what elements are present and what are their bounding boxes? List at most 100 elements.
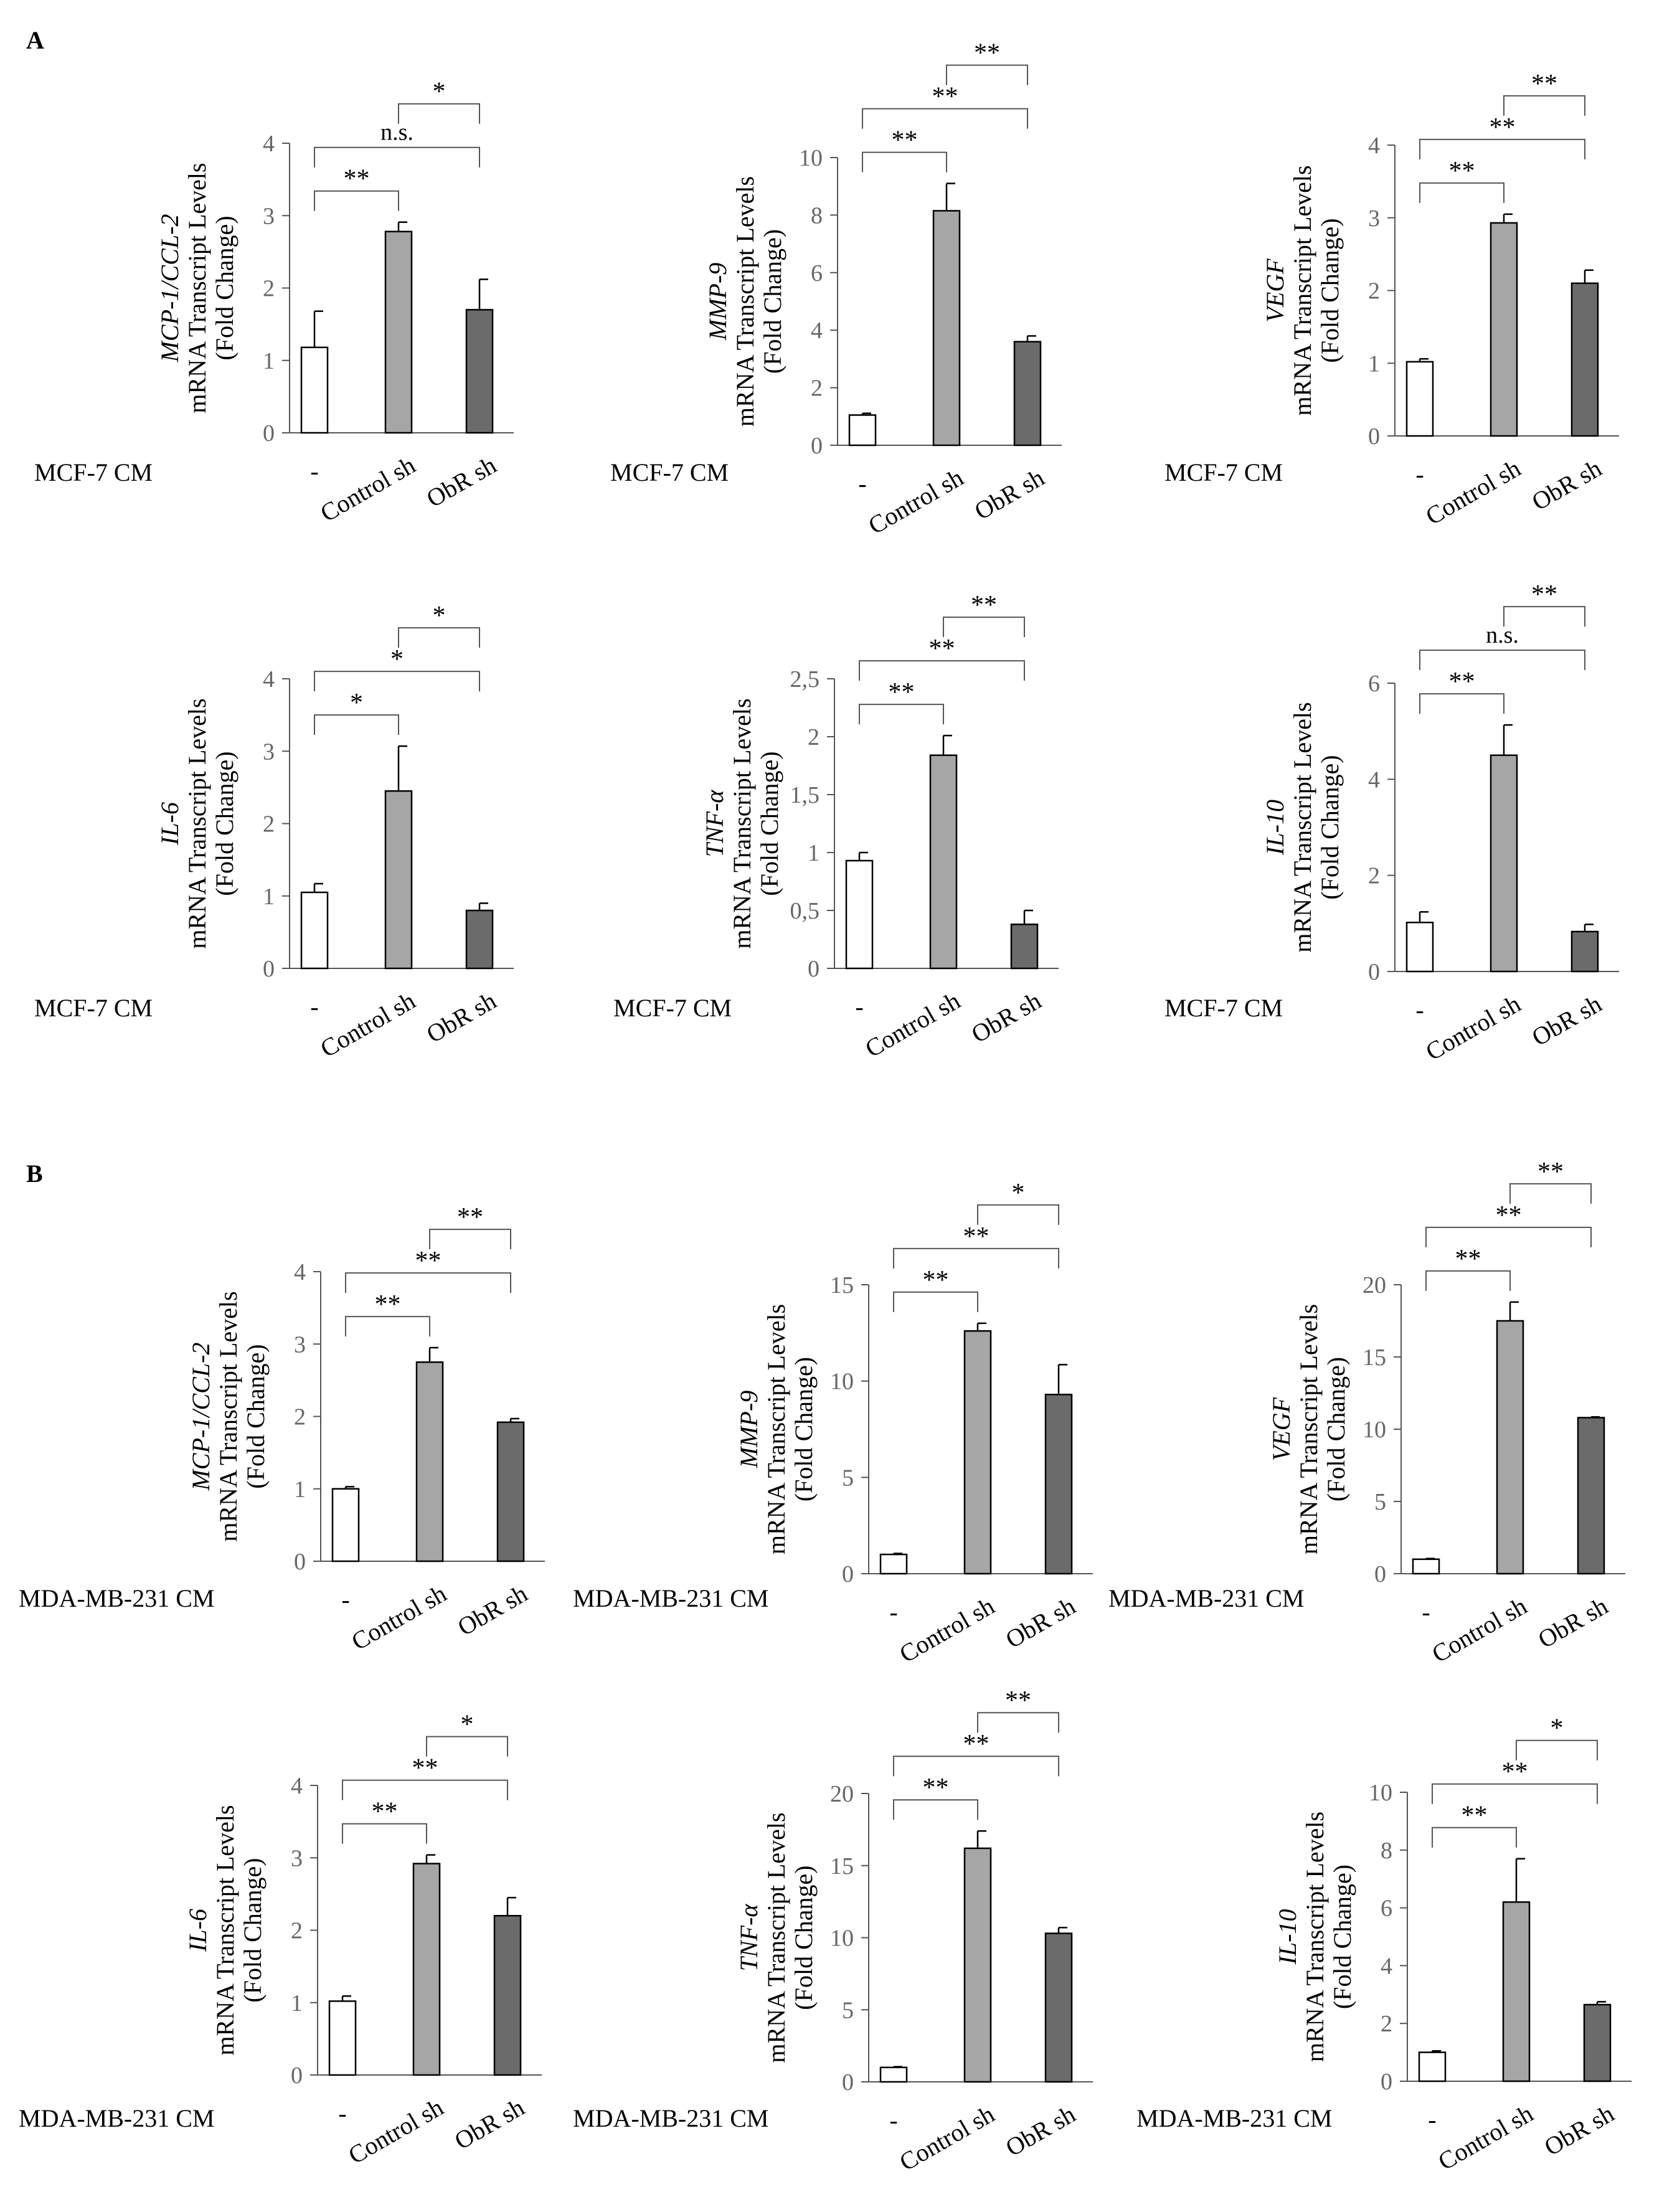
category-label: -	[1422, 1598, 1430, 1626]
significance-label: **	[971, 591, 997, 620]
significance-bracket	[893, 1799, 978, 1820]
category-label: Control sh	[864, 463, 968, 540]
significance-label: **	[929, 635, 955, 663]
bar-3	[496, 1421, 525, 1562]
y-tick-label: 2	[808, 724, 819, 750]
y-axis-title: MMP-9 mRNA Transcript Levels (Fold Change)	[704, 176, 786, 427]
category-label: Control sh	[861, 986, 965, 1063]
bar-1	[300, 346, 329, 434]
significance-bracket	[862, 108, 1028, 129]
panel-label-b: B	[26, 1160, 43, 1188]
significance-label: n.s.	[380, 120, 413, 146]
y-tick-label: 4	[294, 1259, 306, 1285]
significance-label: **	[457, 1203, 483, 1232]
y-tick-label: 2	[1381, 2011, 1392, 2037]
significance-bracket	[1419, 650, 1585, 671]
bar-3	[1583, 2003, 1612, 2082]
treatment-label: MDA-MB-231 CM	[1136, 2104, 1332, 2132]
category-label: -	[341, 1586, 349, 1614]
y-axis-title: IL-10 mRNA Transcript Levels (Fold Change)	[1273, 1812, 1356, 2062]
y-axis-gene-label: MMP-9	[735, 1391, 763, 1468]
category-label: Control sh	[895, 1592, 999, 1668]
significance-label: **	[344, 165, 370, 194]
category-label: Control sh	[347, 1579, 451, 1656]
y-axis-unit-label: (Fold Change)	[790, 1865, 818, 2010]
significance-bracket	[1419, 138, 1585, 159]
significance-bracket	[977, 1712, 1059, 1733]
category-label: ObR sh	[1533, 1592, 1612, 1654]
y-tick-label: 1,5	[790, 782, 820, 808]
y-axis-title: VEGF mRNA Transcript Levels (Fold Change)	[1267, 1304, 1350, 1554]
y-tick-label: 20	[1363, 1272, 1386, 1298]
bar-1	[1412, 1558, 1440, 1575]
significance-label: *	[390, 645, 404, 674]
bar-2	[963, 1330, 992, 1575]
y-tick-label: 1	[294, 1477, 306, 1503]
significance-bracket	[862, 151, 947, 173]
bar-2	[384, 230, 413, 434]
y-axis-title: IL-6 mRNA Transcript Levels (Fold Change)	[184, 1805, 267, 2055]
y-tick-label: 5	[842, 1997, 854, 2023]
significance-bracket	[1509, 1183, 1592, 1204]
category-label: ObR sh	[1001, 2100, 1080, 2162]
significance-bracket	[1425, 1226, 1592, 1247]
significance-bracket	[1432, 1783, 1598, 1804]
panel-label-a: A	[26, 26, 44, 54]
significance-bracket	[893, 1291, 978, 1312]
category-label: ObR sh	[970, 463, 1049, 526]
category-label: -	[855, 993, 863, 1021]
significance-bracket	[859, 660, 1025, 681]
y-axis-label: mRNA Transcript Levels	[183, 698, 211, 948]
significance-bracket	[1516, 1739, 1598, 1761]
category-label: Control sh	[1427, 1592, 1532, 1668]
bar-1	[879, 1553, 908, 1575]
significance-label: *	[461, 1711, 474, 1739]
category-label: -	[858, 470, 866, 498]
significance-bracket	[314, 146, 480, 168]
treatment-label: MCF-7 CM	[1164, 458, 1283, 486]
category-label: -	[310, 457, 318, 485]
significance-label: **	[1449, 668, 1475, 696]
bar-2	[929, 754, 958, 970]
significance-label: **	[1496, 1201, 1522, 1230]
category-label: ObR sh	[1527, 990, 1606, 1052]
y-axis-gene-label: IL-6	[184, 1909, 212, 1952]
significance-label: *	[433, 602, 446, 630]
bar-1	[1405, 361, 1434, 437]
category-label: -	[338, 2099, 346, 2127]
y-axis-label: mRNA Transcript Levels	[1301, 1812, 1329, 2062]
bar-1	[328, 2000, 357, 2076]
significance-label: **	[412, 1754, 438, 1783]
bar-1	[1405, 922, 1434, 973]
y-tick-label: 1	[808, 840, 819, 866]
y-axis-unit-label: (Fold Change)	[239, 1858, 267, 2002]
category-label: ObR sh	[422, 986, 501, 1049]
bar-2	[963, 1847, 992, 2083]
y-axis-gene-label: IL-10	[1273, 1909, 1301, 1965]
y-tick-label: 10	[830, 1926, 854, 1952]
y-axis-gene-label: IL-6	[156, 802, 184, 846]
significance-label: **	[892, 126, 918, 155]
y-tick-label: 4	[263, 666, 275, 692]
bar-3	[465, 309, 494, 434]
y-tick-label: 8	[811, 202, 823, 229]
y-tick-label: 3	[294, 1331, 306, 1358]
bar-3	[1044, 1394, 1073, 1575]
y-tick-label: 2	[1368, 278, 1380, 305]
y-tick-label: 0	[808, 956, 819, 982]
significance-label: **	[932, 83, 958, 111]
bar-2	[1496, 1320, 1524, 1575]
significance-label: *	[350, 689, 363, 717]
y-axis-label: mRNA Transcript Levels	[762, 1304, 790, 1554]
y-tick-label: 8	[1381, 1838, 1392, 1864]
y-axis-title: MMP-9 mRNA Transcript Levels (Fold Change)	[735, 1304, 818, 1554]
y-tick-label: 10	[830, 1369, 854, 1395]
treatment-label: MDA-MB-231 CM	[19, 2104, 214, 2132]
y-tick-label: 3	[291, 1845, 303, 1871]
y-axis-gene-label: MCP-1/CCL-2	[156, 214, 184, 363]
y-axis-label: mRNA Transcript Levels	[762, 1812, 790, 2063]
y-tick-label: 2	[291, 1918, 303, 1944]
category-label: ObR sh	[966, 986, 1046, 1049]
bar-2	[384, 790, 413, 970]
